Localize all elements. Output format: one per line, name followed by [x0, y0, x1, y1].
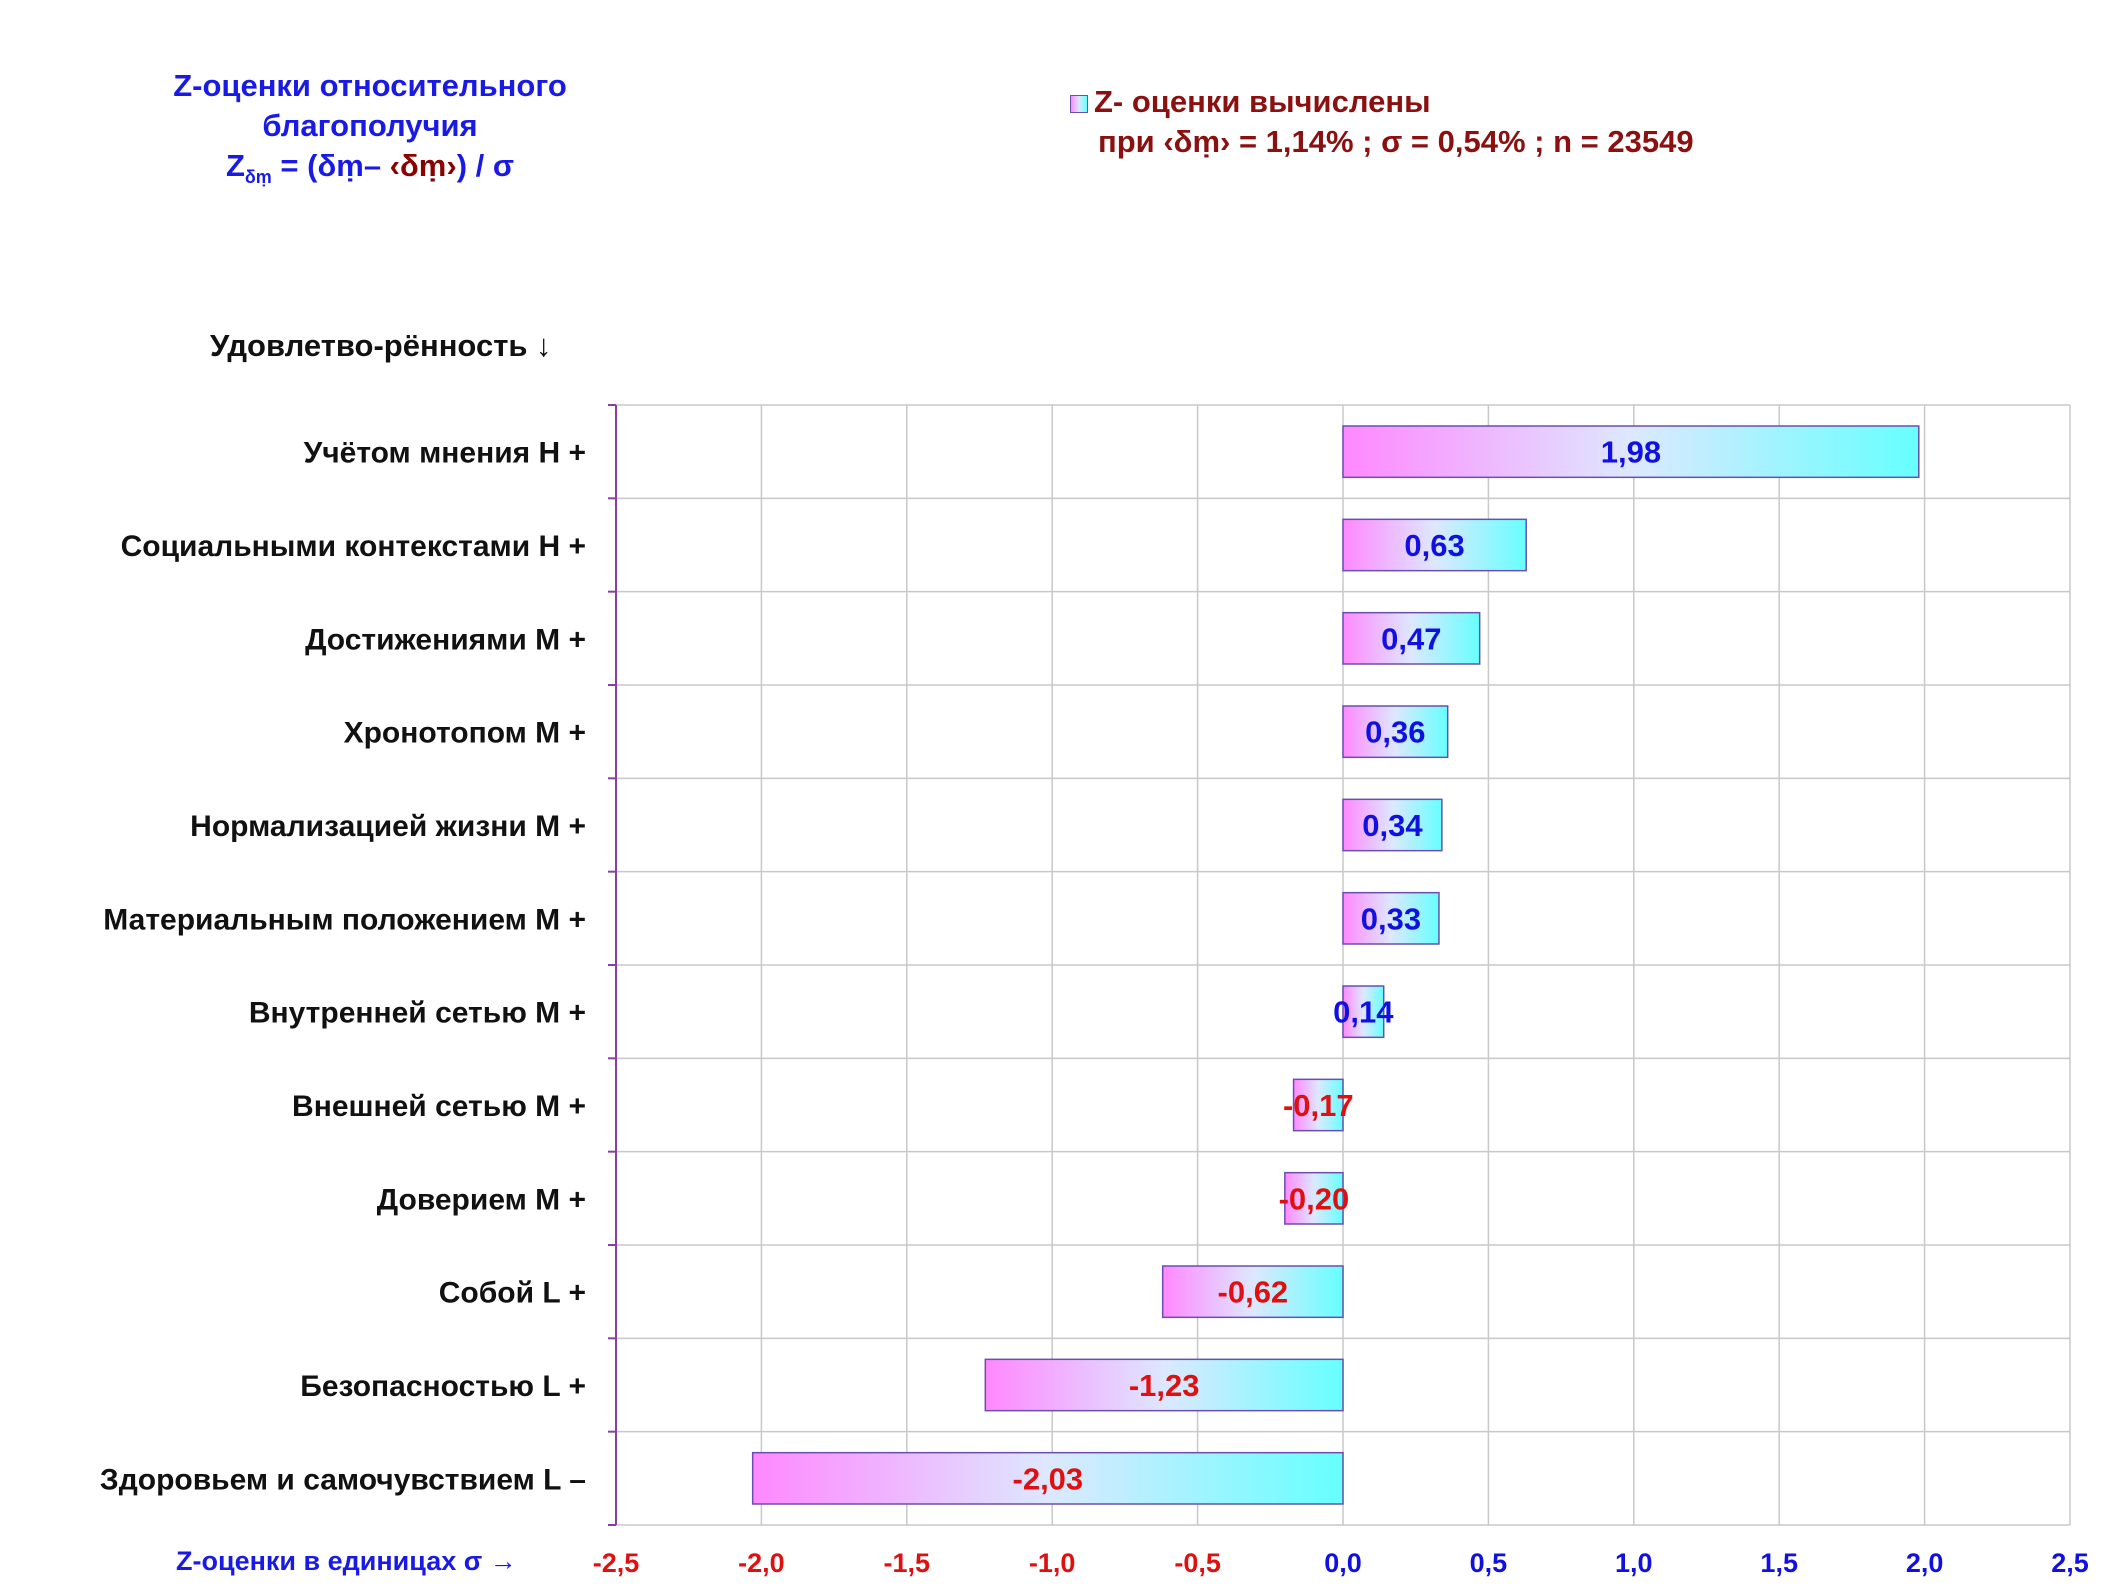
x-tick-label: 2,5 [2051, 1548, 2089, 1578]
bar [1342, 518, 1527, 572]
y-axis-title: Удовлетво-рённость ↓ [210, 328, 552, 363]
category-label: Материальным положением М + [103, 903, 586, 936]
bar-value-label: 0,14 [1333, 995, 1394, 1030]
bar-value-label: -1,23 [1129, 1368, 1200, 1403]
category-label: Хронотопом М + [344, 717, 586, 750]
formula-part-c: ) / σ [456, 148, 515, 183]
category-label: Достижениями М + [305, 623, 586, 656]
bar-value-label: 0,47 [1381, 621, 1441, 656]
legend-line2: при ‹δṃ› = 1,14% ; σ = 0,54% ; n = 23549 [1098, 124, 1694, 159]
legend-swatch [1070, 94, 1088, 113]
bar-value-label: -2,03 [1013, 1461, 1084, 1496]
bar [984, 1358, 1344, 1412]
category-label: Внутренней сетью М + [249, 997, 586, 1030]
x-tick-label: -1,0 [1029, 1548, 1076, 1578]
chart-title-formula: Zδṃ = (δṃ– ‹δṃ›) / σ [120, 146, 620, 197]
bar-value-label: 0,63 [1404, 528, 1464, 563]
bar [1284, 1171, 1344, 1225]
bar [1292, 1078, 1344, 1132]
bar-value-label: 1,98 [1601, 435, 1661, 470]
category-labels: Учётом мнения Н + Социальными контекстами… [100, 437, 586, 1497]
category-label: Доверием М + [377, 1183, 586, 1216]
x-tick-label: 2,0 [1906, 1548, 1944, 1578]
legend: Z- оценки вычислены при ‹δṃ› = 1,14% ; σ… [1070, 82, 1694, 162]
category-label: Социальными контекстами Н + [121, 530, 586, 563]
legend-entry: Z- оценки вычислены [1070, 82, 1694, 122]
bar-value-label: -0,62 [1218, 1275, 1289, 1310]
category-label: Внешней сетью М + [292, 1090, 586, 1123]
bar [1342, 798, 1443, 852]
bar [1342, 611, 1481, 665]
bar [1342, 891, 1440, 945]
x-tick-labels: -2,5 -2,0 -1,5 -1,0 -0,5 0,0 0,5 1,0 1,5 2,0 2,5 [593, 1548, 2089, 1578]
bar-value-label: -0,20 [1279, 1181, 1350, 1216]
x-tick-label: -2,5 [593, 1548, 640, 1578]
formula-z: Z [225, 148, 245, 183]
bar [1342, 705, 1449, 759]
bar [1161, 1265, 1344, 1319]
chart-title: Z-оценки относительного благополучия Zδṃ… [120, 66, 620, 197]
x-tick-label: -1,5 [884, 1548, 931, 1578]
bar [1342, 425, 1920, 479]
bars: 1,98 0,63 0,47 0,36 0,34 0,33 0,14 -0,17 -0,20 -0… [751, 425, 1920, 1505]
x-tick-label: 1,5 [1760, 1548, 1798, 1578]
formula-part-b: ‹δṃ› [389, 148, 457, 183]
bar-value-label: 0,33 [1361, 901, 1421, 936]
formula-part-a: = (δṃ– [271, 148, 390, 183]
x-tick-label: 0,5 [1470, 1548, 1508, 1578]
grid [608, 404, 2071, 1526]
bar-value-label: 0,36 [1365, 715, 1425, 750]
chart-title-line1: Z-оценки относительного [173, 68, 567, 103]
category-label: Нормализацией жизни М + [190, 810, 586, 843]
category-label: Безопасностью L + [300, 1370, 586, 1403]
category-label: Собой L + [439, 1277, 586, 1310]
x-tick-label: 1,0 [1615, 1548, 1653, 1578]
x-tick-label: -0,5 [1174, 1548, 1221, 1578]
x-tick-label: -2,0 [738, 1548, 785, 1578]
formula-sub: δṃ [244, 167, 272, 188]
category-label: Учётом мнения Н + [304, 437, 586, 470]
category-label: Здоровьем и самочувствием L – [100, 1463, 586, 1496]
bar [751, 1451, 1344, 1505]
bar-value-label: -0,17 [1283, 1088, 1354, 1123]
x-axis-title: Z-оценки в единицах σ → [176, 1546, 517, 1576]
chart-title-line2: благополучия [262, 108, 478, 143]
bar [1342, 985, 1385, 1039]
x-tick-label: 0,0 [1324, 1548, 1362, 1578]
bar-value-label: 0,34 [1362, 808, 1423, 843]
legend-line1: Z- оценки вычислены [1094, 84, 1431, 119]
